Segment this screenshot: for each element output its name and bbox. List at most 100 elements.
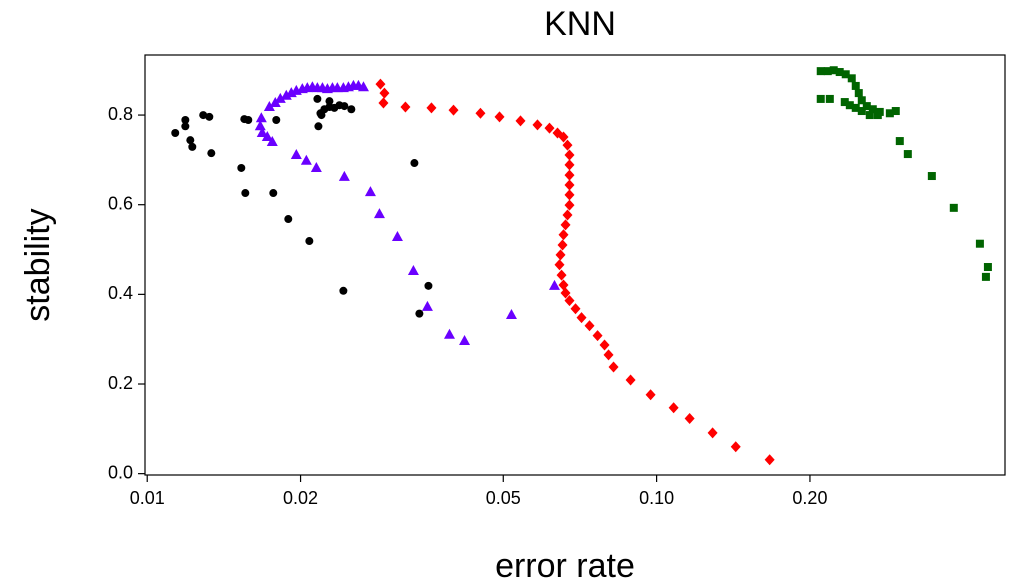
point xyxy=(835,68,844,77)
point xyxy=(269,96,281,107)
point xyxy=(829,66,838,75)
point xyxy=(873,111,882,120)
point xyxy=(603,349,614,361)
point xyxy=(564,179,575,191)
y-axis-label: stability xyxy=(19,208,57,321)
point xyxy=(823,67,832,76)
point xyxy=(391,230,403,241)
point xyxy=(300,154,312,165)
x-tick-label: 0.20 xyxy=(792,488,827,508)
point xyxy=(261,131,273,142)
point xyxy=(340,102,349,111)
point xyxy=(426,102,437,114)
point xyxy=(599,339,610,351)
point xyxy=(475,107,486,119)
point xyxy=(188,142,197,151)
point xyxy=(851,103,860,112)
point xyxy=(256,126,268,137)
point xyxy=(576,312,587,324)
point xyxy=(338,170,350,181)
point xyxy=(885,109,894,118)
point xyxy=(181,115,190,124)
x-tick-label: 0.10 xyxy=(639,488,674,508)
point xyxy=(272,115,281,124)
point xyxy=(645,389,656,401)
point xyxy=(339,286,348,295)
point xyxy=(255,112,267,123)
point xyxy=(310,161,322,172)
point xyxy=(847,74,856,83)
point xyxy=(554,259,565,271)
point xyxy=(410,159,419,168)
point xyxy=(564,295,575,307)
point xyxy=(564,169,575,181)
point xyxy=(981,272,990,281)
point xyxy=(564,189,575,201)
y-tick-label: 0.6 xyxy=(108,193,133,213)
x-tick-label: 0.02 xyxy=(283,488,318,508)
point xyxy=(851,81,860,90)
point xyxy=(357,81,369,92)
y-tick-label: 0.4 xyxy=(108,283,133,303)
point xyxy=(263,100,275,111)
y-tick-label: 0.0 xyxy=(108,462,133,482)
point xyxy=(364,186,376,197)
point xyxy=(558,279,569,291)
point xyxy=(199,111,208,120)
point xyxy=(608,361,619,373)
point xyxy=(205,112,214,121)
point xyxy=(857,107,866,116)
point xyxy=(558,229,569,241)
point xyxy=(375,78,386,90)
point xyxy=(443,328,455,339)
point xyxy=(424,281,433,290)
point xyxy=(379,87,390,99)
point xyxy=(857,96,866,105)
point xyxy=(854,89,863,98)
point xyxy=(983,263,992,272)
point xyxy=(562,139,573,151)
point xyxy=(564,199,575,211)
point xyxy=(730,441,741,453)
point xyxy=(862,102,871,111)
point xyxy=(544,122,555,134)
point xyxy=(320,105,329,114)
point xyxy=(505,308,517,319)
point xyxy=(549,279,561,290)
point xyxy=(584,320,595,332)
point xyxy=(949,203,958,212)
point xyxy=(373,208,385,219)
point xyxy=(562,209,573,221)
point xyxy=(400,101,411,113)
point xyxy=(378,97,389,109)
point xyxy=(274,92,286,103)
point xyxy=(407,265,419,276)
point xyxy=(707,427,718,439)
point xyxy=(816,67,825,76)
point xyxy=(494,111,505,123)
plot-frame xyxy=(144,54,1006,476)
point xyxy=(764,454,775,466)
point xyxy=(266,135,278,146)
point xyxy=(280,89,292,100)
point xyxy=(592,330,603,342)
x-axis-label: error rate xyxy=(495,547,635,585)
point xyxy=(564,159,575,171)
point xyxy=(290,148,302,159)
point xyxy=(903,150,912,159)
x-tick-label: 0.01 xyxy=(130,488,165,508)
point xyxy=(816,94,825,103)
point xyxy=(891,107,900,116)
point xyxy=(927,172,936,181)
point xyxy=(244,115,253,124)
point xyxy=(171,128,180,137)
point xyxy=(684,413,695,425)
point xyxy=(314,122,323,131)
point xyxy=(269,189,278,198)
point xyxy=(305,237,314,246)
point xyxy=(186,136,195,145)
point xyxy=(181,122,190,131)
point xyxy=(421,300,433,311)
point xyxy=(448,104,459,116)
chart-title: KNN xyxy=(544,5,616,43)
